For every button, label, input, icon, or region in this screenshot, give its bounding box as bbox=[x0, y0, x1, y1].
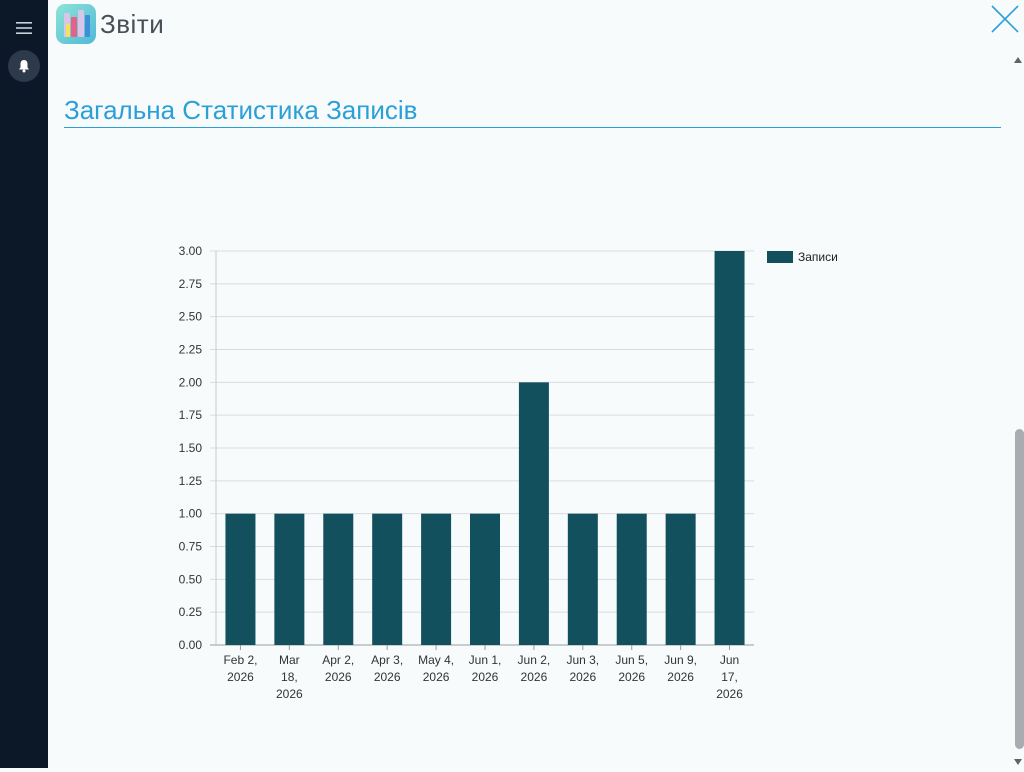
x-tick-label: 2026 bbox=[276, 687, 303, 701]
bar bbox=[372, 513, 403, 645]
y-tick-label: 1.00 bbox=[179, 507, 203, 521]
bell-icon bbox=[19, 60, 29, 73]
y-tick-label: 1.50 bbox=[179, 441, 203, 455]
x-tick-label: 2026 bbox=[521, 670, 548, 684]
y-tick-label: 1.25 bbox=[179, 474, 203, 488]
scroll-down-arrow-icon[interactable] bbox=[1013, 754, 1023, 765]
x-tick-label: Feb 2, bbox=[223, 653, 257, 667]
y-tick-label: 3.00 bbox=[179, 244, 203, 258]
x-tick-label: Jun bbox=[720, 653, 739, 667]
y-tick-label: 2.75 bbox=[179, 277, 203, 291]
title-divider bbox=[64, 127, 1001, 128]
x-tick-label: 2026 bbox=[569, 670, 596, 684]
y-tick-label: 2.50 bbox=[179, 310, 203, 324]
y-tick-label: 1.75 bbox=[179, 408, 203, 422]
x-tick-label: 2026 bbox=[325, 670, 352, 684]
x-tick-label: Jun 5, bbox=[615, 653, 648, 667]
x-tick-label: 2026 bbox=[716, 687, 743, 701]
x-tick-label: Jun 1, bbox=[469, 653, 502, 667]
main-panel: Звіти Загальна Статистика Записів 0.00 0.… bbox=[48, 0, 1024, 768]
scrollbar-thumb[interactable] bbox=[1015, 429, 1024, 749]
legend-label: Записи bbox=[798, 250, 838, 264]
y-tick-label: 0.00 bbox=[179, 638, 203, 652]
y-tick-label: 0.75 bbox=[179, 540, 203, 554]
bar bbox=[714, 251, 745, 645]
x-tick-label: 2026 bbox=[227, 670, 254, 684]
x-tick-label: Jun 3, bbox=[566, 653, 599, 667]
x-tick-label: May 4, bbox=[418, 653, 454, 667]
legend-swatch bbox=[767, 251, 793, 263]
y-tick-label: 0.25 bbox=[179, 605, 203, 619]
bar bbox=[323, 513, 354, 645]
x-tick-label: 18, bbox=[281, 670, 298, 684]
x-tick-label: 17, bbox=[721, 670, 738, 684]
x-tick-label: Apr 2, bbox=[322, 653, 354, 667]
x-tick-label: Apr 3, bbox=[371, 653, 403, 667]
x-tick-label: 2026 bbox=[618, 670, 645, 684]
reports-app-icon bbox=[56, 4, 96, 44]
close-icon[interactable] bbox=[988, 2, 1022, 36]
notifications-button[interactable] bbox=[8, 50, 40, 82]
page-title: Загальна Статистика Записів bbox=[64, 95, 418, 125]
bar bbox=[274, 513, 305, 645]
x-tick-label: 2026 bbox=[374, 670, 401, 684]
bar bbox=[567, 513, 598, 645]
scrollbar[interactable] bbox=[1011, 48, 1024, 768]
hamburger-menu-icon[interactable] bbox=[9, 14, 39, 42]
y-tick-label: 0.50 bbox=[179, 572, 203, 586]
bar bbox=[616, 513, 647, 645]
app-title: Звіти bbox=[100, 9, 165, 39]
bar bbox=[421, 513, 452, 645]
y-tick-label: 2.25 bbox=[179, 343, 203, 357]
x-tick-label: Jun 9, bbox=[664, 653, 697, 667]
x-tick-label: 2026 bbox=[667, 670, 694, 684]
bar bbox=[665, 513, 696, 645]
x-tick-label: Mar bbox=[279, 653, 300, 667]
x-tick-label: 2026 bbox=[423, 670, 450, 684]
bar bbox=[518, 382, 549, 645]
sidebar bbox=[0, 0, 48, 768]
bar bbox=[225, 513, 256, 645]
x-tick-label: 2026 bbox=[472, 670, 499, 684]
bar bbox=[470, 513, 500, 645]
y-tick-label: 2.00 bbox=[179, 375, 203, 389]
scroll-up-arrow-icon[interactable] bbox=[1013, 52, 1023, 63]
x-tick-label: Jun 2, bbox=[518, 653, 551, 667]
records-bar-chart: 0.00 0.25 0.50 0.75 1.00 1.25 1.50 1.75 2.00 2.25… bbox=[179, 244, 838, 701]
